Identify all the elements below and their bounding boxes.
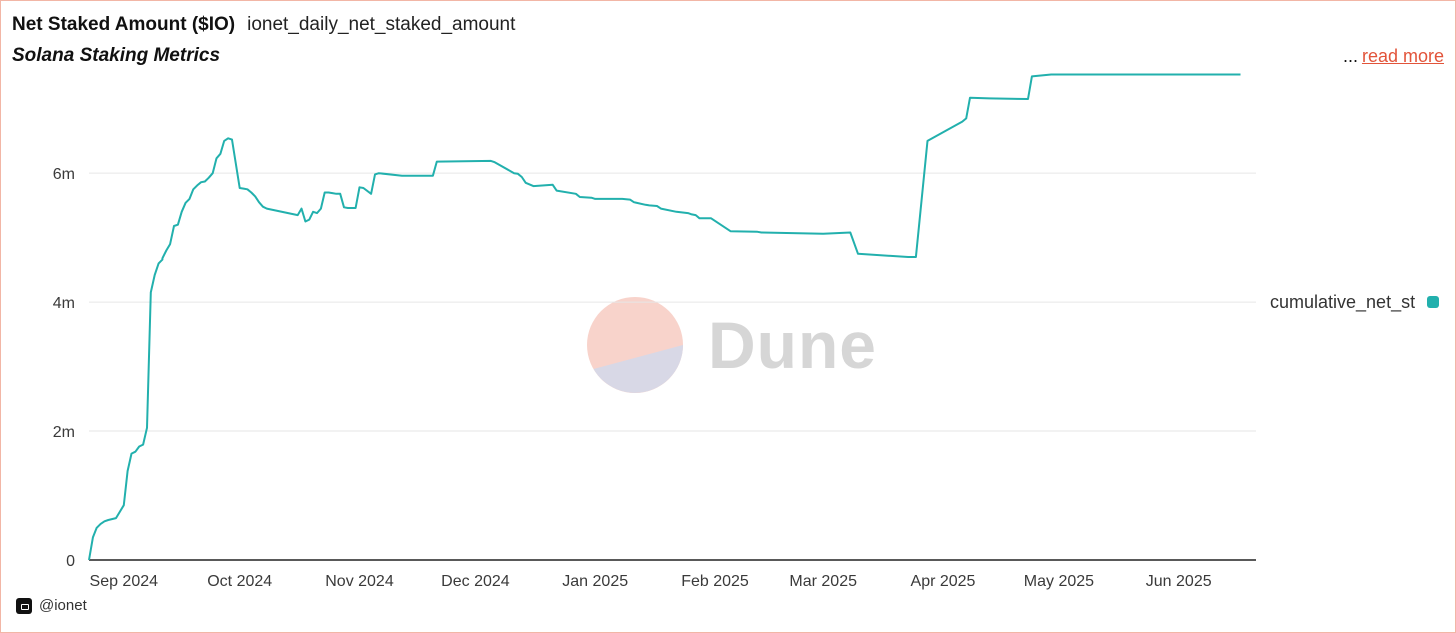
author-handle: @ionet xyxy=(39,597,87,614)
legend-label[interactable]: cumulative_net_st xyxy=(1270,292,1416,312)
x-axis: Sep 2024 Oct 2024 Nov 2024 Dec 2024 Jan 2025… xyxy=(89,559,1256,590)
ionet-logo-icon xyxy=(16,597,32,614)
x-tick-label: Dec 2024 xyxy=(441,573,510,590)
x-tick-label: Jun 2025 xyxy=(1146,573,1212,590)
x-tick-label: Jan 2025 xyxy=(562,573,628,590)
query-name-link[interactable]: ionet_daily_net_staked_amount xyxy=(247,14,516,35)
y-axis: 0 2m 4m 6m xyxy=(53,166,75,570)
series-line-cumulative_net_st[interactable] xyxy=(88,73,1241,561)
author-badge[interactable]: @ionet xyxy=(16,597,87,614)
x-tick-label: May 2025 xyxy=(1024,573,1094,590)
chart-subtitle: Solana Staking Metrics xyxy=(12,45,221,66)
y-tick-label: 4m xyxy=(53,295,75,312)
y-tick-label: 2m xyxy=(53,424,75,441)
y-tick-label: 6m xyxy=(53,166,75,183)
legend-swatch[interactable] xyxy=(1427,296,1439,308)
read-more-link[interactable]: read more xyxy=(1361,46,1444,66)
x-tick-label: Mar 2025 xyxy=(789,573,857,590)
x-tick-label: Nov 2024 xyxy=(325,573,394,590)
y-tick-label: 0 xyxy=(66,553,75,570)
x-tick-label: Feb 2025 xyxy=(681,573,749,590)
series-group xyxy=(88,73,1241,561)
x-tick-label: Oct 2024 xyxy=(207,573,272,590)
grid-lines xyxy=(89,172,1256,432)
description-more: ... read more xyxy=(1343,46,1444,67)
chart-title: Net Staked Amount ($IO) xyxy=(12,14,236,35)
x-tick-label: Sep 2024 xyxy=(90,573,159,590)
x-tick-label: Apr 2025 xyxy=(911,573,976,590)
ellipsis-text: ... xyxy=(1342,46,1358,66)
chart-header: Net Staked Amount ($IO) ionet_daily_net_s… xyxy=(12,14,515,36)
watermark-text: Dune xyxy=(708,308,877,382)
